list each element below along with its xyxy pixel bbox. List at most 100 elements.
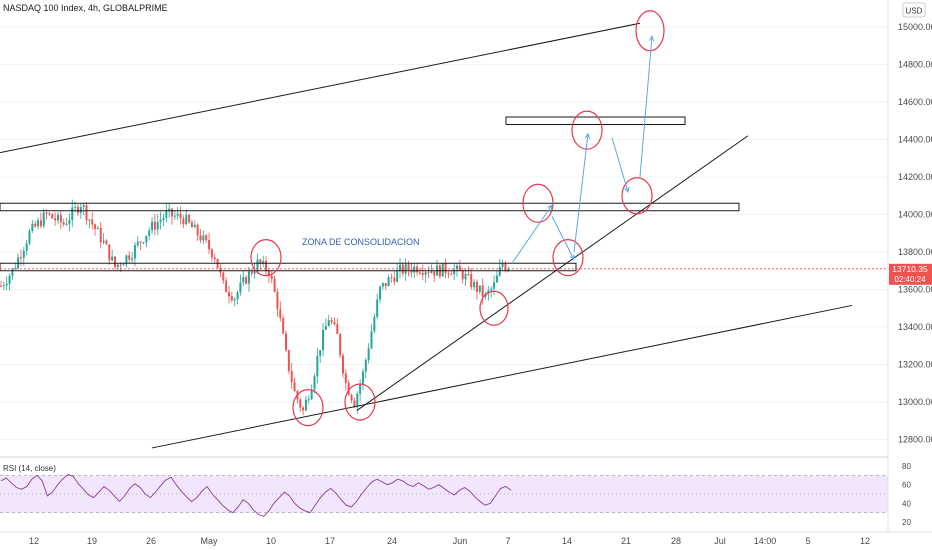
candle-body	[475, 281, 478, 292]
candle-body	[481, 285, 484, 297]
candle-body	[199, 235, 202, 241]
candle-body	[333, 322, 336, 325]
candle-body	[205, 235, 208, 241]
currency-label: USD	[906, 7, 923, 16]
time-tick-label: 28	[671, 536, 681, 546]
candle-body	[28, 230, 31, 244]
candle-body	[322, 329, 325, 351]
candle-body	[228, 292, 230, 297]
candle-body	[131, 258, 134, 260]
candle-body	[279, 309, 282, 319]
candle-body	[148, 230, 151, 236]
candle-body	[498, 266, 501, 276]
highlight-circle	[292, 389, 324, 427]
candle-body	[364, 359, 367, 372]
candle-body	[344, 373, 347, 383]
candle-body	[464, 273, 467, 280]
rsi-tick-label: 80	[902, 462, 911, 471]
candle-body	[399, 264, 401, 271]
highlight-circle	[621, 177, 653, 215]
candle-body	[210, 249, 213, 258]
candle-body	[236, 292, 239, 300]
candle-body	[450, 274, 453, 276]
candle-body	[225, 280, 228, 293]
projection-arrow	[611, 137, 629, 193]
candle-body	[68, 220, 71, 224]
candle-body	[347, 382, 350, 395]
candle-body	[379, 286, 382, 300]
time-axis[interactable]: 12 19 26 May 10 17 24 Jun 7 14 21 28 Jul 14:00 5 12	[29, 536, 870, 546]
candle-body	[96, 228, 99, 230]
candle-body	[65, 223, 68, 225]
candle-body	[245, 277, 248, 284]
candle-body	[145, 235, 148, 243]
candle-body	[151, 221, 154, 231]
candle-body	[370, 331, 373, 349]
candle-body	[48, 213, 51, 215]
time-tick-label: Jun	[453, 536, 468, 546]
price-axis[interactable]: 12800.00 13000.00 13200.00 13400.00 13600.00…	[898, 22, 932, 445]
candle-body	[11, 268, 14, 276]
candle-body	[327, 320, 330, 327]
time-tick-label: 12	[860, 536, 870, 546]
candle-body	[5, 283, 8, 286]
candle-body	[230, 296, 233, 301]
candle-body	[470, 273, 473, 288]
candle-body	[8, 275, 11, 284]
resistance-box	[0, 202, 740, 212]
candle-body	[390, 277, 393, 279]
price-tag-value: 13710.35	[892, 264, 928, 274]
time-tick-label: 12	[29, 536, 39, 546]
candle-body	[51, 214, 54, 219]
price-tag-countdown: 02:40:24	[894, 275, 926, 284]
candle-body	[14, 267, 17, 269]
candle-body	[413, 266, 416, 273]
candle-body	[336, 324, 339, 334]
candle-body	[182, 218, 185, 225]
projection-arrow	[573, 133, 589, 253]
candle-body	[168, 208, 171, 211]
rsi-tick-label: 20	[902, 518, 911, 527]
candle-body	[433, 271, 436, 276]
candle-body	[407, 264, 410, 271]
candle-body	[316, 356, 319, 377]
currency-button[interactable]	[902, 2, 926, 18]
rsi-panel	[0, 473, 888, 517]
projection-arrow	[551, 216, 575, 260]
candle-body	[105, 240, 108, 245]
time-tick-label: May	[200, 536, 218, 546]
candle-body	[424, 272, 427, 275]
candle-body	[190, 222, 193, 228]
candle-body	[196, 224, 199, 236]
highlight-circle	[552, 239, 584, 277]
candle-body	[54, 218, 57, 221]
time-tick-label: 7	[505, 536, 510, 546]
candle-body	[179, 213, 182, 219]
candle-body	[313, 376, 316, 390]
candle-body	[171, 208, 173, 217]
candle-body	[173, 215, 176, 217]
candle-body	[304, 399, 307, 411]
candle-body	[270, 275, 273, 279]
rsi-line	[0, 473, 512, 517]
candle-body	[387, 277, 390, 287]
highlight-circle	[571, 110, 603, 150]
candle-body	[393, 277, 396, 282]
candle-body	[453, 269, 456, 275]
price-tick-label: 13600.00	[898, 285, 932, 295]
candle-body	[253, 271, 256, 274]
price-grid	[0, 26, 888, 440]
arrow-head	[569, 254, 575, 261]
candle-body	[324, 326, 327, 330]
candle-body	[384, 283, 387, 287]
rsi-axis: 20 40 60 80	[902, 462, 911, 527]
candle-body	[416, 266, 419, 273]
candle-body	[74, 206, 77, 208]
candle-body	[188, 214, 191, 223]
highlight-circle	[522, 183, 554, 223]
arrow-head	[584, 132, 591, 139]
candle-body	[139, 241, 142, 243]
price-tick-label: 14000.00	[898, 210, 932, 220]
time-tick-label: 26	[146, 536, 156, 546]
